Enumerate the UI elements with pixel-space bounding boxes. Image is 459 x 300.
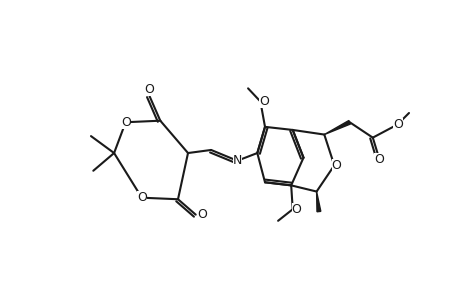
Text: O: O [373, 153, 383, 166]
Text: O: O [196, 208, 207, 221]
Text: O: O [331, 159, 341, 172]
Text: O: O [144, 83, 154, 96]
Text: O: O [121, 116, 131, 129]
Text: O: O [392, 118, 402, 131]
Polygon shape [324, 121, 350, 135]
Text: O: O [291, 203, 301, 216]
Polygon shape [316, 191, 320, 212]
Text: O: O [259, 95, 269, 108]
Text: O: O [137, 191, 146, 204]
Text: N: N [232, 154, 241, 167]
